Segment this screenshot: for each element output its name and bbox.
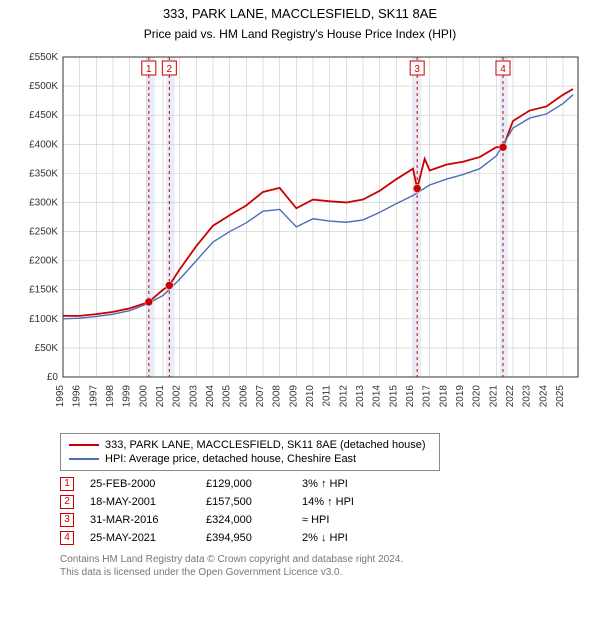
svg-text:2013: 2013: [355, 384, 366, 407]
svg-text:2021: 2021: [488, 384, 499, 407]
svg-text:2018: 2018: [438, 384, 449, 407]
legend-label: 333, PARK LANE, MACCLESFIELD, SK11 8AE (…: [105, 439, 426, 451]
svg-text:2003: 2003: [188, 384, 199, 407]
chart-area: £0 £50K £100K £150K £200K £250K £300K £350K £400…: [13, 47, 588, 427]
svg-text:£350K: £350K: [29, 168, 58, 179]
svg-text:1995: 1995: [55, 384, 66, 407]
svg-text:4: 4: [500, 64, 506, 75]
svg-text:2023: 2023: [521, 384, 532, 407]
svg-text:2007: 2007: [255, 384, 266, 407]
event-date: 18-MAY-2001: [90, 496, 190, 508]
events-table: 1 25-FEB-2000 £129,000 3% ↑ HPI 2 18-MAY-2001…: [60, 475, 590, 547]
legend-row: 333, PARK LANE, MACCLESFIELD, SK11 8AE (…: [69, 438, 431, 452]
svg-text:2006: 2006: [238, 384, 249, 407]
footer-line: This data is licensed under the Open Gov…: [60, 566, 590, 579]
svg-text:2019: 2019: [455, 384, 466, 407]
svg-text:2025: 2025: [555, 384, 566, 407]
svg-text:1998: 1998: [105, 384, 116, 407]
event-row: 1 25-FEB-2000 £129,000 3% ↑ HPI: [60, 475, 590, 493]
svg-text:2017: 2017: [421, 384, 432, 407]
svg-text:2022: 2022: [505, 384, 516, 407]
chart-title: 333, PARK LANE, MACCLESFIELD, SK11 8AE: [10, 6, 590, 23]
svg-text:1: 1: [146, 64, 152, 75]
event-pct: 3% ↑ HPI: [302, 478, 412, 490]
event-date: 31-MAR-2016: [90, 514, 190, 526]
svg-text:2015: 2015: [388, 384, 399, 407]
svg-text:£300K: £300K: [29, 197, 58, 208]
footer-attribution: Contains HM Land Registry data © Crown c…: [60, 553, 590, 579]
legend-label: HPI: Average price, detached house, Ches…: [105, 453, 356, 465]
event-marker-box: 4: [60, 531, 74, 545]
event-price: £324,000: [206, 514, 286, 526]
legend-row: HPI: Average price, detached house, Ches…: [69, 452, 431, 466]
svg-text:2: 2: [166, 64, 172, 75]
event-date: 25-FEB-2000: [90, 478, 190, 490]
chart-subtitle: Price paid vs. HM Land Registry's House …: [10, 27, 590, 41]
svg-text:2010: 2010: [305, 384, 316, 407]
svg-text:1999: 1999: [121, 384, 132, 407]
svg-text:2011: 2011: [321, 384, 332, 406]
event-marker-box: 1: [60, 477, 74, 491]
svg-text:£100K: £100K: [29, 314, 58, 325]
event-marker-box: 3: [60, 513, 74, 527]
event-pct: ≈ HPI: [302, 514, 412, 526]
svg-text:2009: 2009: [288, 384, 299, 407]
svg-text:£250K: £250K: [29, 226, 58, 237]
svg-text:2005: 2005: [221, 384, 232, 407]
svg-text:2014: 2014: [371, 384, 382, 407]
svg-text:2004: 2004: [205, 384, 216, 407]
event-price: £157,500: [206, 496, 286, 508]
event-marker-box: 2: [60, 495, 74, 509]
footer-line: Contains HM Land Registry data © Crown c…: [60, 553, 590, 566]
event-price: £129,000: [206, 478, 286, 490]
event-row: 2 18-MAY-2001 £157,500 14% ↑ HPI: [60, 493, 590, 511]
svg-text:£400K: £400K: [29, 139, 58, 150]
legend-swatch: [69, 458, 99, 460]
chart-svg: £0 £50K £100K £150K £200K £250K £300K £350K £400…: [13, 47, 588, 427]
legend-swatch: [69, 444, 99, 446]
svg-text:2002: 2002: [171, 384, 182, 407]
event-pct: 14% ↑ HPI: [302, 496, 412, 508]
svg-text:£500K: £500K: [29, 81, 58, 92]
svg-text:2016: 2016: [405, 384, 416, 407]
svg-text:£150K: £150K: [29, 285, 58, 296]
svg-text:1997: 1997: [88, 384, 99, 407]
svg-text:2024: 2024: [538, 384, 549, 407]
svg-text:2000: 2000: [138, 384, 149, 407]
event-pct: 2% ↓ HPI: [302, 532, 412, 544]
svg-text:£0: £0: [46, 372, 58, 383]
event-row: 3 31-MAR-2016 £324,000 ≈ HPI: [60, 511, 590, 529]
svg-text:£200K: £200K: [29, 256, 58, 267]
svg-text:£550K: £550K: [29, 52, 58, 63]
svg-text:1996: 1996: [71, 384, 82, 407]
svg-text:2012: 2012: [338, 384, 349, 407]
event-date: 25-MAY-2021: [90, 532, 190, 544]
event-price: £394,950: [206, 532, 286, 544]
event-row: 4 25-MAY-2021 £394,950 2% ↓ HPI: [60, 529, 590, 547]
svg-text:2020: 2020: [471, 384, 482, 407]
svg-text:2008: 2008: [271, 384, 282, 407]
svg-text:£50K: £50K: [34, 343, 58, 354]
legend: 333, PARK LANE, MACCLESFIELD, SK11 8AE (…: [60, 433, 440, 471]
svg-text:2001: 2001: [155, 384, 166, 407]
svg-text:£450K: £450K: [29, 110, 58, 121]
svg-text:3: 3: [414, 64, 420, 75]
